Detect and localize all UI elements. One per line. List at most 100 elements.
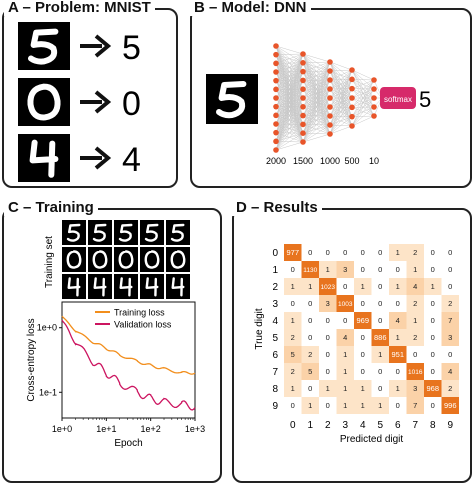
digit-label: 4	[122, 141, 141, 179]
panel-c	[2, 208, 222, 483]
matrix-cell-value: 1016	[408, 369, 423, 376]
connection	[275, 124, 304, 151]
matrix-cell-value: 0	[308, 248, 312, 257]
matrix-cell	[336, 312, 354, 329]
matrix-cell	[389, 312, 407, 329]
matrix-cell	[354, 312, 372, 329]
connection	[329, 88, 353, 135]
matrix-cell-value: 1	[326, 265, 330, 274]
matrix-cell	[371, 346, 389, 363]
neuron-layer-5	[371, 86, 377, 92]
neuron-layer-4	[349, 67, 355, 73]
panel-b-network: softmax 5 2000 1500 1000 500 10	[206, 43, 431, 166]
y-axis-label: True digit	[254, 308, 265, 350]
matrix-cell-value: 0	[431, 367, 435, 376]
training-set-label: Training set	[44, 236, 55, 288]
arrow-head-icon	[94, 90, 112, 114]
matrix-cell	[354, 278, 372, 295]
mnist-image-0-stroke	[27, 83, 61, 121]
matrix-cell-value: 4	[448, 367, 452, 376]
matrix-cell-value: 0	[396, 299, 400, 308]
neuron-layer-2	[300, 60, 306, 66]
column-label: 3	[342, 420, 348, 431]
matrix-cell-value: 2	[291, 333, 295, 342]
matrix-cell-value: 3	[343, 265, 347, 274]
connection	[329, 107, 353, 135]
connection	[275, 53, 304, 107]
matrix-cell	[441, 397, 459, 414]
matrix-cell	[389, 363, 407, 380]
column-label: 7	[412, 420, 418, 431]
training-image-stroke	[66, 223, 81, 242]
connection	[275, 62, 304, 151]
matrix-cell-value: 0	[396, 401, 400, 410]
y-axis-label: Cross-entropy loss	[26, 318, 37, 401]
neuron-layer-3	[327, 131, 333, 137]
connection	[302, 61, 331, 72]
matrix-cell-value: 0	[291, 299, 295, 308]
matrix-cell-value: 0	[431, 316, 435, 325]
connection	[302, 61, 331, 134]
column-label: 8	[430, 420, 436, 431]
neuron-layer-5	[371, 77, 377, 83]
matrix-cell-value: 1	[343, 401, 347, 410]
y-tick-label: 1e+0	[37, 323, 57, 333]
neuron-layer-2	[300, 86, 306, 92]
series-line-validation	[61, 319, 196, 411]
matrix-cell	[441, 261, 459, 278]
connection	[329, 69, 353, 135]
matrix-cell	[441, 244, 459, 261]
connection	[275, 71, 304, 151]
neuron-layer-3	[327, 59, 333, 65]
matrix-cell-value: 1	[396, 333, 400, 342]
row-label: 5	[272, 333, 278, 344]
matrix-cell-value: 0	[361, 333, 365, 342]
matrix-cell	[301, 244, 319, 261]
mnist-image-4-stroke	[29, 139, 59, 178]
matrix-cell	[406, 346, 424, 363]
matrix-cell-value: 0	[361, 299, 365, 308]
neuron-layer-3	[327, 86, 333, 92]
panel-c-title: C – Training	[4, 200, 98, 216]
connection	[302, 61, 331, 143]
panel-d	[232, 208, 472, 483]
row-label: 9	[272, 401, 278, 412]
neuron-layer-2	[300, 77, 306, 84]
connection	[302, 88, 331, 143]
matrix-cell-value: 0	[378, 299, 382, 308]
connection	[302, 106, 331, 143]
connection	[275, 89, 304, 151]
plot-frame	[61, 301, 196, 419]
connection	[351, 79, 375, 81]
neuron-layer-5	[371, 104, 377, 110]
neuron-layer-4	[349, 76, 355, 83]
matrix-cell-value: 5	[308, 367, 312, 376]
connection	[351, 79, 375, 99]
matrix-cell	[336, 397, 354, 414]
matrix-cell-value: 0	[378, 265, 382, 274]
training-image-stroke	[170, 250, 186, 269]
matrix-cell	[319, 346, 337, 363]
connection	[329, 69, 353, 81]
connection	[275, 115, 304, 151]
connection	[275, 53, 304, 151]
connection	[302, 124, 331, 143]
connection	[302, 70, 331, 143]
neuron-layer-3	[327, 113, 333, 119]
y-tick-label: 1e-1	[39, 387, 57, 397]
matrix-cell-value: 0	[291, 401, 295, 410]
matrix-cell	[284, 346, 302, 363]
matrix-cell	[319, 380, 337, 397]
column-label: 2	[325, 420, 331, 431]
matrix-cell-value: 0	[361, 350, 365, 359]
matrix-cell	[406, 295, 424, 312]
matrix-cell	[406, 397, 424, 414]
matrix-cell	[336, 295, 354, 312]
matrix-cell	[319, 312, 337, 329]
matrix-cell	[301, 397, 319, 414]
matrix-cell-value: 1	[431, 282, 435, 291]
connection	[302, 61, 331, 81]
training-image-stroke	[145, 277, 159, 297]
digit-label: 0	[122, 85, 141, 123]
neuron-layer-3	[327, 77, 333, 83]
